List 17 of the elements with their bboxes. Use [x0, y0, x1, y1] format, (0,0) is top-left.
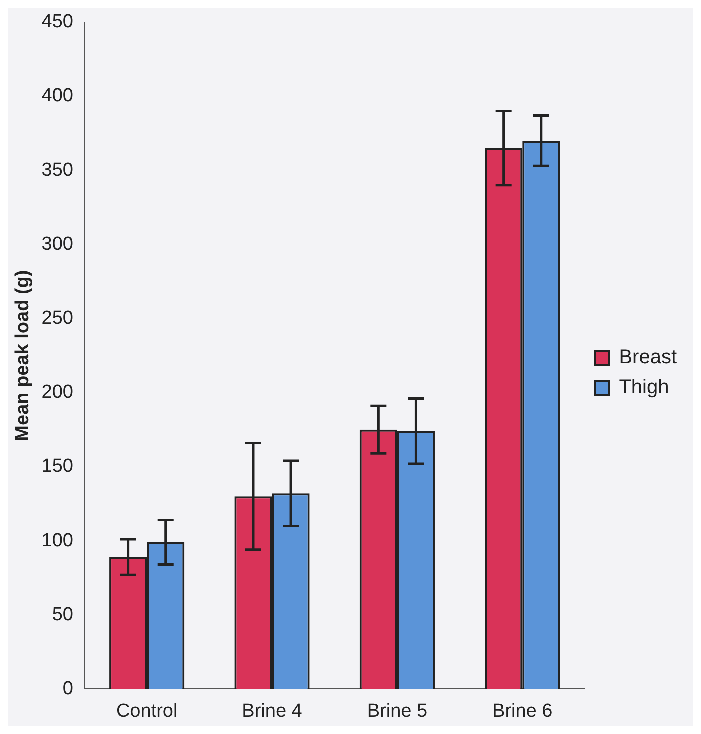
y-tick-label: 300	[42, 234, 74, 255]
y-tick-label: 0	[62, 678, 74, 700]
y-tick-label: 250	[42, 308, 74, 329]
x-tick-label: Brine 4	[242, 700, 303, 722]
x-tick-label: Brine 5	[367, 700, 428, 722]
legend-label: Breast	[619, 346, 678, 369]
y-axis-title: Mean peak load (g)	[12, 270, 34, 442]
y-tick-label: 50	[52, 604, 74, 626]
y-tick-label: 100	[42, 530, 74, 552]
legend-label: Thigh	[619, 376, 670, 399]
y-tick-label: 450	[42, 12, 74, 33]
y-tick-label: 150	[42, 456, 74, 478]
x-tick-label: Control	[116, 700, 178, 722]
x-tick-label: Brine 6	[492, 700, 553, 722]
y-tick-label: 200	[42, 382, 74, 404]
y-tick-label: 350	[42, 160, 74, 181]
y-tick-label: 400	[42, 86, 74, 107]
